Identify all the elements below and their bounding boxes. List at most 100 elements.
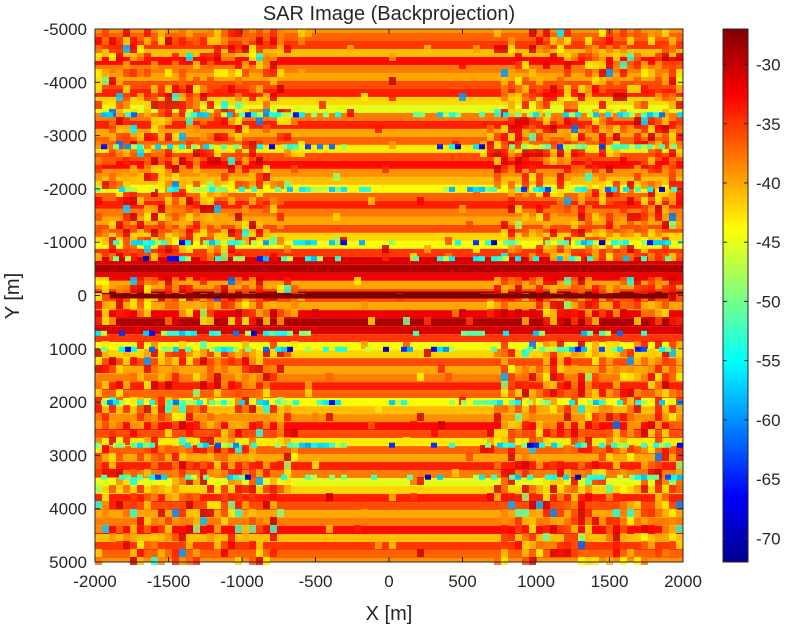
heatmap-cell bbox=[606, 453, 613, 461]
heatmap-streak bbox=[227, 474, 233, 480]
heatmap-cell bbox=[95, 437, 102, 445]
heatmap-cell bbox=[627, 189, 634, 197]
heatmap-streak bbox=[509, 240, 515, 246]
heatmap-streak bbox=[479, 112, 485, 118]
heatmap-cell bbox=[214, 205, 221, 213]
heatmap-cell bbox=[214, 549, 221, 557]
heatmap-cell bbox=[165, 221, 172, 229]
heatmap-streak bbox=[197, 442, 203, 448]
heatmap-cell bbox=[585, 245, 592, 253]
heatmap-cell bbox=[627, 85, 634, 93]
heatmap-cell bbox=[109, 53, 116, 61]
heatmap-cell bbox=[529, 525, 536, 533]
heatmap-streak bbox=[263, 346, 269, 352]
heatmap-cell bbox=[578, 53, 585, 61]
heatmap-cell bbox=[641, 429, 648, 437]
heatmap-cell bbox=[662, 29, 669, 37]
heatmap-cell bbox=[606, 245, 613, 253]
heatmap-cell bbox=[256, 525, 263, 533]
heatmap-cell bbox=[277, 37, 284, 45]
heatmap-cell bbox=[186, 101, 193, 109]
heatmap-cell bbox=[634, 173, 641, 181]
heatmap-cell bbox=[536, 77, 543, 85]
heatmap-streak bbox=[569, 346, 575, 352]
heatmap-cell bbox=[151, 437, 158, 445]
heatmap-cell bbox=[102, 29, 109, 37]
heatmap-cell bbox=[263, 101, 270, 109]
heatmap-cell bbox=[634, 501, 641, 509]
heatmap-cell bbox=[123, 229, 130, 237]
heatmap-cell bbox=[179, 197, 186, 205]
heatmap-cell bbox=[207, 317, 214, 325]
heatmap-cell bbox=[242, 37, 249, 45]
heatmap-cell bbox=[172, 245, 179, 253]
heatmap-cell bbox=[557, 349, 564, 357]
heatmap-cell bbox=[235, 477, 242, 485]
heatmap-cell bbox=[613, 133, 620, 141]
heatmap-cell bbox=[487, 133, 494, 141]
heatmap-cell bbox=[501, 141, 508, 149]
heatmap-band bbox=[95, 526, 683, 535]
heatmap-cell bbox=[123, 37, 130, 45]
heatmap-streak bbox=[305, 144, 311, 150]
heatmap-cell bbox=[620, 557, 627, 565]
heatmap-cell bbox=[200, 437, 207, 445]
heatmap-streak bbox=[161, 346, 167, 352]
heatmap-cell bbox=[543, 317, 550, 325]
heatmap-cell bbox=[179, 493, 186, 501]
heatmap-cell bbox=[207, 421, 214, 429]
heatmap-streak bbox=[521, 144, 527, 150]
heatmap-streak bbox=[401, 400, 407, 406]
heatmap-band bbox=[95, 184, 683, 193]
heatmap-cell bbox=[550, 309, 557, 317]
heatmap-streak bbox=[389, 400, 395, 406]
heatmap-cell bbox=[585, 421, 592, 429]
heatmap-cell bbox=[207, 253, 214, 261]
heatmap-cell bbox=[648, 165, 655, 173]
heatmap-cell bbox=[221, 493, 228, 501]
heatmap-cell bbox=[256, 157, 263, 165]
heatmap-cell bbox=[277, 237, 284, 245]
heatmap-cell bbox=[578, 189, 585, 197]
heatmap-cell bbox=[494, 141, 501, 149]
heatmap-cell bbox=[361, 93, 368, 101]
heatmap-cell bbox=[137, 45, 144, 53]
heatmap-cell bbox=[522, 533, 529, 541]
heatmap-cell bbox=[571, 485, 578, 493]
heatmap-cell bbox=[508, 373, 515, 381]
heatmap-cell bbox=[564, 381, 571, 389]
heatmap-streak bbox=[527, 400, 533, 406]
heatmap-streak bbox=[125, 346, 131, 352]
heatmap-cell bbox=[669, 285, 676, 293]
heatmap-cell bbox=[256, 229, 263, 237]
heatmap-image bbox=[95, 29, 683, 565]
heatmap-cell bbox=[613, 125, 620, 133]
heatmap-cell bbox=[207, 469, 214, 477]
heatmap-streak bbox=[245, 112, 251, 118]
heatmap-cell bbox=[543, 45, 550, 53]
heatmap-cell bbox=[648, 421, 655, 429]
heatmap-cell bbox=[494, 413, 501, 421]
heatmap-cell bbox=[564, 197, 571, 205]
heatmap-cell bbox=[291, 165, 298, 173]
heatmap-streak bbox=[641, 346, 647, 352]
heatmap-cell bbox=[151, 253, 158, 261]
heatmap-cell bbox=[277, 69, 284, 77]
heatmap-cell bbox=[466, 317, 473, 325]
heatmap-cell bbox=[144, 277, 151, 285]
heatmap-streak bbox=[209, 400, 215, 406]
heatmap-cell bbox=[130, 213, 137, 221]
heatmap-cell bbox=[158, 213, 165, 221]
heatmap-streak bbox=[167, 400, 173, 406]
heatmap-cell bbox=[109, 157, 116, 165]
heatmap-cell bbox=[186, 53, 193, 61]
heatmap-cell bbox=[529, 413, 536, 421]
heatmap-cell bbox=[123, 173, 130, 181]
heatmap-cell bbox=[662, 429, 669, 437]
heatmap-cell bbox=[522, 461, 529, 469]
heatmap-cell bbox=[109, 405, 116, 413]
heatmap-cell bbox=[613, 541, 620, 549]
heatmap-cell bbox=[585, 45, 592, 53]
heatmap-cell bbox=[592, 213, 599, 221]
heatmap-cell bbox=[207, 309, 214, 317]
